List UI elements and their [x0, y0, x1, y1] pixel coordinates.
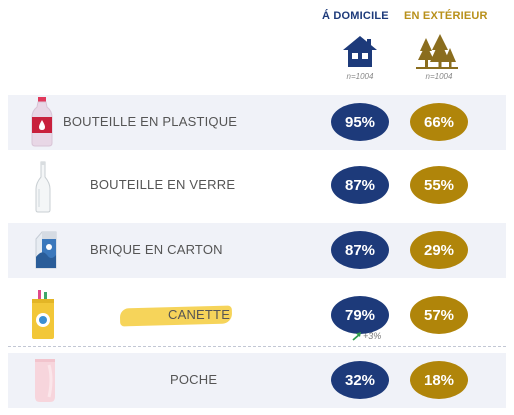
- table-row: POCHE 32% 18%: [8, 353, 506, 408]
- can-icon: [30, 290, 56, 345]
- home-value-pill: 79%: [331, 296, 389, 334]
- row-divider: [8, 346, 506, 347]
- table-row: BOUTEILLE EN VERRE 87% 55%: [8, 158, 506, 213]
- row-label: BOUTEILLE EN VERRE: [90, 177, 236, 192]
- carton-icon: [33, 231, 59, 274]
- pouch-icon: [33, 359, 57, 408]
- outside-value-pill: 66%: [410, 103, 468, 141]
- home-value-pill: 87%: [331, 231, 389, 269]
- table-row: BOUTEILLE EN PLASTIQUE 95% 66%: [8, 95, 506, 150]
- row-label: BOUTEILLE EN PLASTIQUE: [63, 114, 238, 129]
- header-home-label: Á DOMICILE: [322, 10, 389, 22]
- change-text: +3%: [363, 331, 382, 341]
- house-icon: [341, 34, 379, 75]
- outside-value-pill: 29%: [410, 231, 468, 269]
- home-value-pill: 95%: [331, 103, 389, 141]
- row-label: POCHE: [170, 372, 218, 387]
- table-row: BRIQUE EN CARTON 87% 29%: [8, 223, 506, 278]
- home-value-pill: 32%: [331, 361, 389, 399]
- arrow-up-icon: [352, 331, 361, 341]
- header-outside-label: EN EXTÉRIEUR: [404, 10, 488, 22]
- outside-sample-size: n=1004: [425, 72, 453, 81]
- change-annotation: +3%: [352, 331, 381, 341]
- table-row: CANETTE 79% 57%: [8, 288, 506, 343]
- home-value-pill: 87%: [331, 166, 389, 204]
- outside-value-pill: 57%: [410, 296, 468, 334]
- row-label: CANETTE: [168, 307, 231, 322]
- glass-bottle-icon: [35, 161, 51, 218]
- plastic-bottle-icon: [30, 97, 54, 152]
- outside-value-pill: 18%: [410, 361, 468, 399]
- row-label: BRIQUE EN CARTON: [90, 242, 223, 257]
- home-sample-size: n=1004: [346, 72, 374, 81]
- outside-value-pill: 55%: [410, 166, 468, 204]
- trees-icon: [416, 34, 458, 75]
